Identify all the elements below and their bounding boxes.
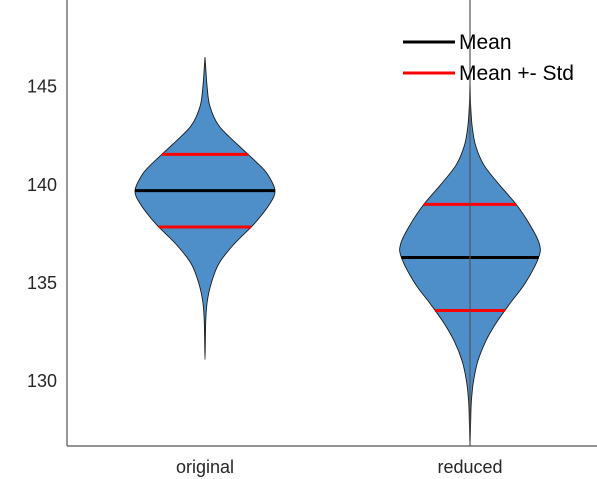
legend: Mean Mean +- Std (403, 31, 574, 85)
y-tick-label: 135 (27, 273, 57, 293)
legend-label: Mean (459, 31, 512, 54)
axes: 130 135 140 145 original reduced (27, 0, 597, 477)
x-tick-label-reduced: reduced (437, 457, 502, 477)
violin-body (134, 57, 276, 361)
x-tick-label-original: original (176, 457, 234, 477)
plot-area (134, 57, 541, 447)
violin-original (134, 57, 276, 361)
y-tick-label: 130 (27, 371, 57, 391)
y-tick-label: 140 (27, 175, 57, 195)
legend-label: Mean +- Std (459, 62, 574, 85)
y-tick-label: 145 (27, 77, 57, 97)
